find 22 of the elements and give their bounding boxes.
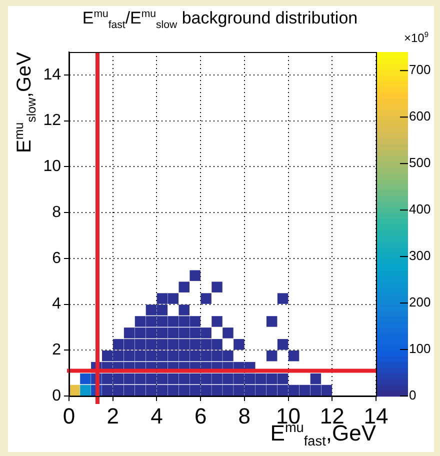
color-bar-label: 0 — [409, 388, 416, 403]
color-bar-label: 700 — [409, 62, 431, 78]
color-bar-label: 300 — [409, 248, 431, 264]
color-bar-label: 500 — [409, 155, 431, 170]
y-tick-label: 4 — [52, 296, 62, 313]
text: ×10$^{9}$ — [404, 30, 428, 45]
color-bar-label: 200 — [409, 294, 431, 310]
y-tick-label: 2 — [52, 342, 62, 359]
y-tick-label: 12 — [43, 112, 62, 130]
color-bar-label: 400 — [409, 202, 431, 217]
y-tick-label: 10 — [43, 158, 62, 176]
y-tick-label: 14 — [43, 66, 62, 84]
chart-title: E$^{mu}$$_{fast}$/E$^{mu}$$_{slow}$ background distribution — [81, 8, 359, 32]
x-tick-label: 2 — [106, 403, 119, 428]
color-bar-label: 600 — [409, 108, 431, 124]
y-tick-label: 8 — [52, 204, 62, 221]
x-tick-label: 8 — [238, 403, 251, 428]
color-bar-label: 100 — [409, 341, 431, 356]
y-tick-label: 0 — [52, 387, 62, 404]
x-tick-label: 4 — [150, 403, 163, 428]
y-tick-label: 6 — [52, 250, 62, 267]
x-tick-label: 6 — [194, 403, 207, 428]
